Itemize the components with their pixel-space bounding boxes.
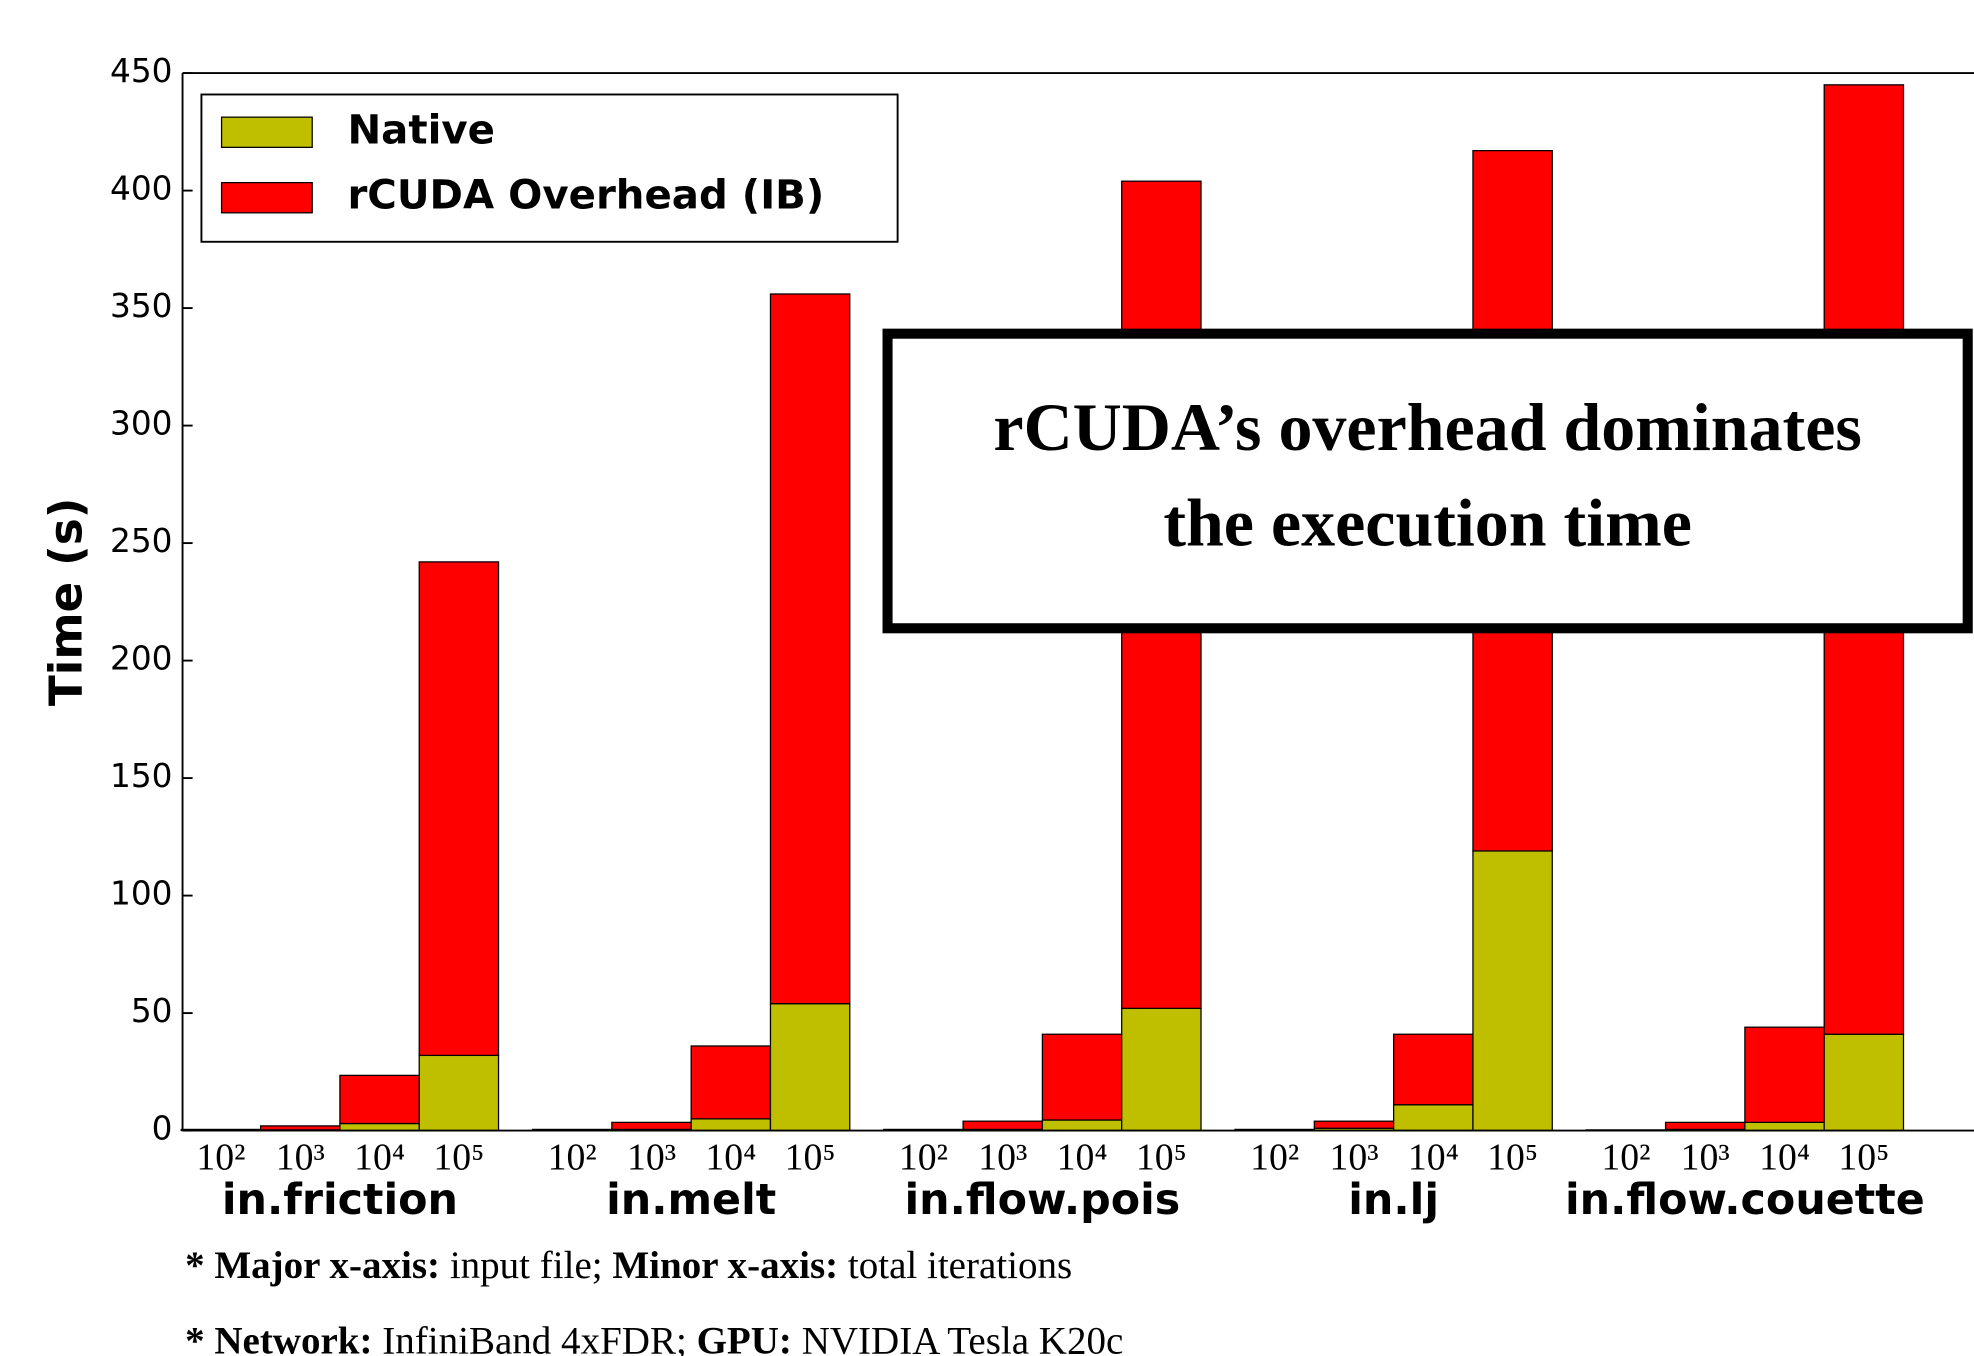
bar-segment xyxy=(962,1120,1044,1131)
x-tick-label: 10³ xyxy=(627,1136,676,1178)
footnote-part: * Network: xyxy=(185,1320,372,1356)
footnote-part: * Major x-axis: xyxy=(185,1244,440,1287)
bar-segment xyxy=(1744,1121,1825,1132)
x-tick-label: 10³ xyxy=(978,1136,1027,1178)
y-tick-label: 350 xyxy=(110,287,172,325)
legend-label: rCUDA Overhead (IB) xyxy=(347,173,824,219)
y-tick-label: 50 xyxy=(131,992,173,1030)
x-tick-label: 10⁴ xyxy=(1759,1136,1810,1178)
x-tick-label: 10² xyxy=(548,1136,597,1178)
group-label: in.melt xyxy=(606,1175,776,1225)
y-tick-label: 450 xyxy=(110,52,172,90)
footnote-part: NVIDIA Tesla K20c xyxy=(792,1320,1123,1356)
bar-segment xyxy=(259,1125,341,1131)
annotation-text: the execution time xyxy=(1163,485,1691,561)
footnote: * Network: InfiniBand 4xFDR; GPU: NVIDIA… xyxy=(185,1320,1123,1356)
bar-segment xyxy=(1121,1007,1202,1132)
x-tick-label: 10⁵ xyxy=(1136,1136,1187,1178)
bar-segment xyxy=(769,293,851,1005)
bar-segment xyxy=(1472,850,1553,1132)
x-tick-label: 10³ xyxy=(1681,1136,1730,1178)
x-tick-label: 10⁵ xyxy=(433,1136,484,1178)
legend-swatch xyxy=(220,116,313,148)
y-tick-label: 300 xyxy=(110,405,172,443)
bar-segment xyxy=(769,1003,851,1132)
y-tick-label: 200 xyxy=(110,640,172,678)
group-label: in.flow.pois xyxy=(905,1175,1181,1225)
y-tick-label: 400 xyxy=(110,170,172,208)
x-tick-label: 10⁴ xyxy=(1408,1136,1459,1178)
bar-segment xyxy=(1823,1033,1905,1132)
footnote-part: input file; xyxy=(440,1244,612,1287)
group-label: in.friction xyxy=(222,1175,458,1225)
bar-segment xyxy=(690,1045,772,1120)
x-tick-label: 10⁵ xyxy=(1487,1136,1538,1178)
footnote-part: InfiniBand 4xFDR; xyxy=(373,1320,697,1356)
bar-segment xyxy=(611,1121,692,1131)
bar-segment xyxy=(1041,1033,1123,1121)
bar-segment xyxy=(1393,1033,1474,1106)
group-label: in.flow.couette xyxy=(1565,1175,1925,1225)
y-tick-label: 0 xyxy=(152,1110,173,1148)
bar-segment xyxy=(1744,1026,1825,1123)
bar-segment xyxy=(690,1118,772,1132)
bar-segment xyxy=(1041,1119,1123,1132)
x-tick-label: 10² xyxy=(899,1136,948,1178)
x-tick-label: 10⁴ xyxy=(1057,1136,1108,1178)
bar-segment xyxy=(1313,1120,1395,1129)
bar-segment xyxy=(1664,1121,1746,1131)
x-tick-label: 10⁴ xyxy=(705,1136,756,1178)
footnote-part: Minor x-axis: xyxy=(612,1244,838,1287)
bar-segment xyxy=(1393,1104,1474,1132)
x-tick-label: 10³ xyxy=(1329,1136,1378,1178)
legend-box xyxy=(200,93,899,243)
footnote-part: total iterations xyxy=(838,1244,1072,1287)
footnote-part: GPU: xyxy=(697,1320,792,1356)
annotation-box xyxy=(882,328,1973,634)
x-tick-label: 10⁴ xyxy=(354,1136,405,1178)
legend-swatch xyxy=(220,181,313,214)
bar-segment xyxy=(418,1054,500,1132)
x-tick-label: 10³ xyxy=(276,1136,325,1178)
y-tick-label: 150 xyxy=(110,757,172,795)
bar-segment xyxy=(418,561,500,1057)
footnote: * Major x-axis: input file; Minor x-axis… xyxy=(185,1244,1072,1287)
group-label: in.lj xyxy=(1348,1175,1439,1225)
x-tick-label: 10² xyxy=(196,1136,245,1178)
x-tick-label: 10² xyxy=(1250,1136,1299,1178)
y-axis-label: Time (s) xyxy=(40,498,93,707)
x-tick-label: 10² xyxy=(1601,1136,1650,1178)
y-tick-label: 100 xyxy=(110,875,172,913)
legend-label: Native xyxy=(347,107,494,153)
x-tick-label: 10⁵ xyxy=(785,1136,836,1178)
bar-segment xyxy=(339,1122,420,1132)
y-tick-label: 250 xyxy=(110,522,172,560)
annotation-text: rCUDA’s overhead dominates xyxy=(993,389,1861,465)
bar-segment xyxy=(339,1074,420,1125)
x-tick-label: 10⁵ xyxy=(1838,1136,1889,1178)
